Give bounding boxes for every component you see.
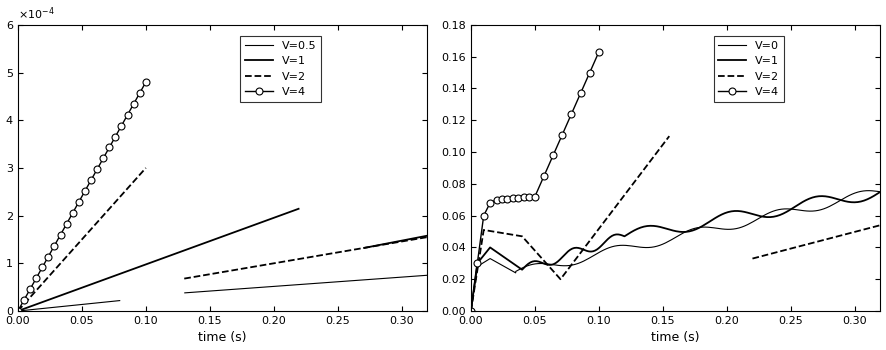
- X-axis label: time (s): time (s): [651, 331, 700, 344]
- Legend: V=0, V=1, V=2, V=4: V=0, V=1, V=2, V=4: [714, 36, 784, 102]
- X-axis label: time (s): time (s): [198, 331, 247, 344]
- Text: $\times10^{-4}$: $\times10^{-4}$: [18, 5, 55, 22]
- Legend: V=0.5, V=1, V=2, V=4: V=0.5, V=1, V=2, V=4: [240, 36, 321, 102]
